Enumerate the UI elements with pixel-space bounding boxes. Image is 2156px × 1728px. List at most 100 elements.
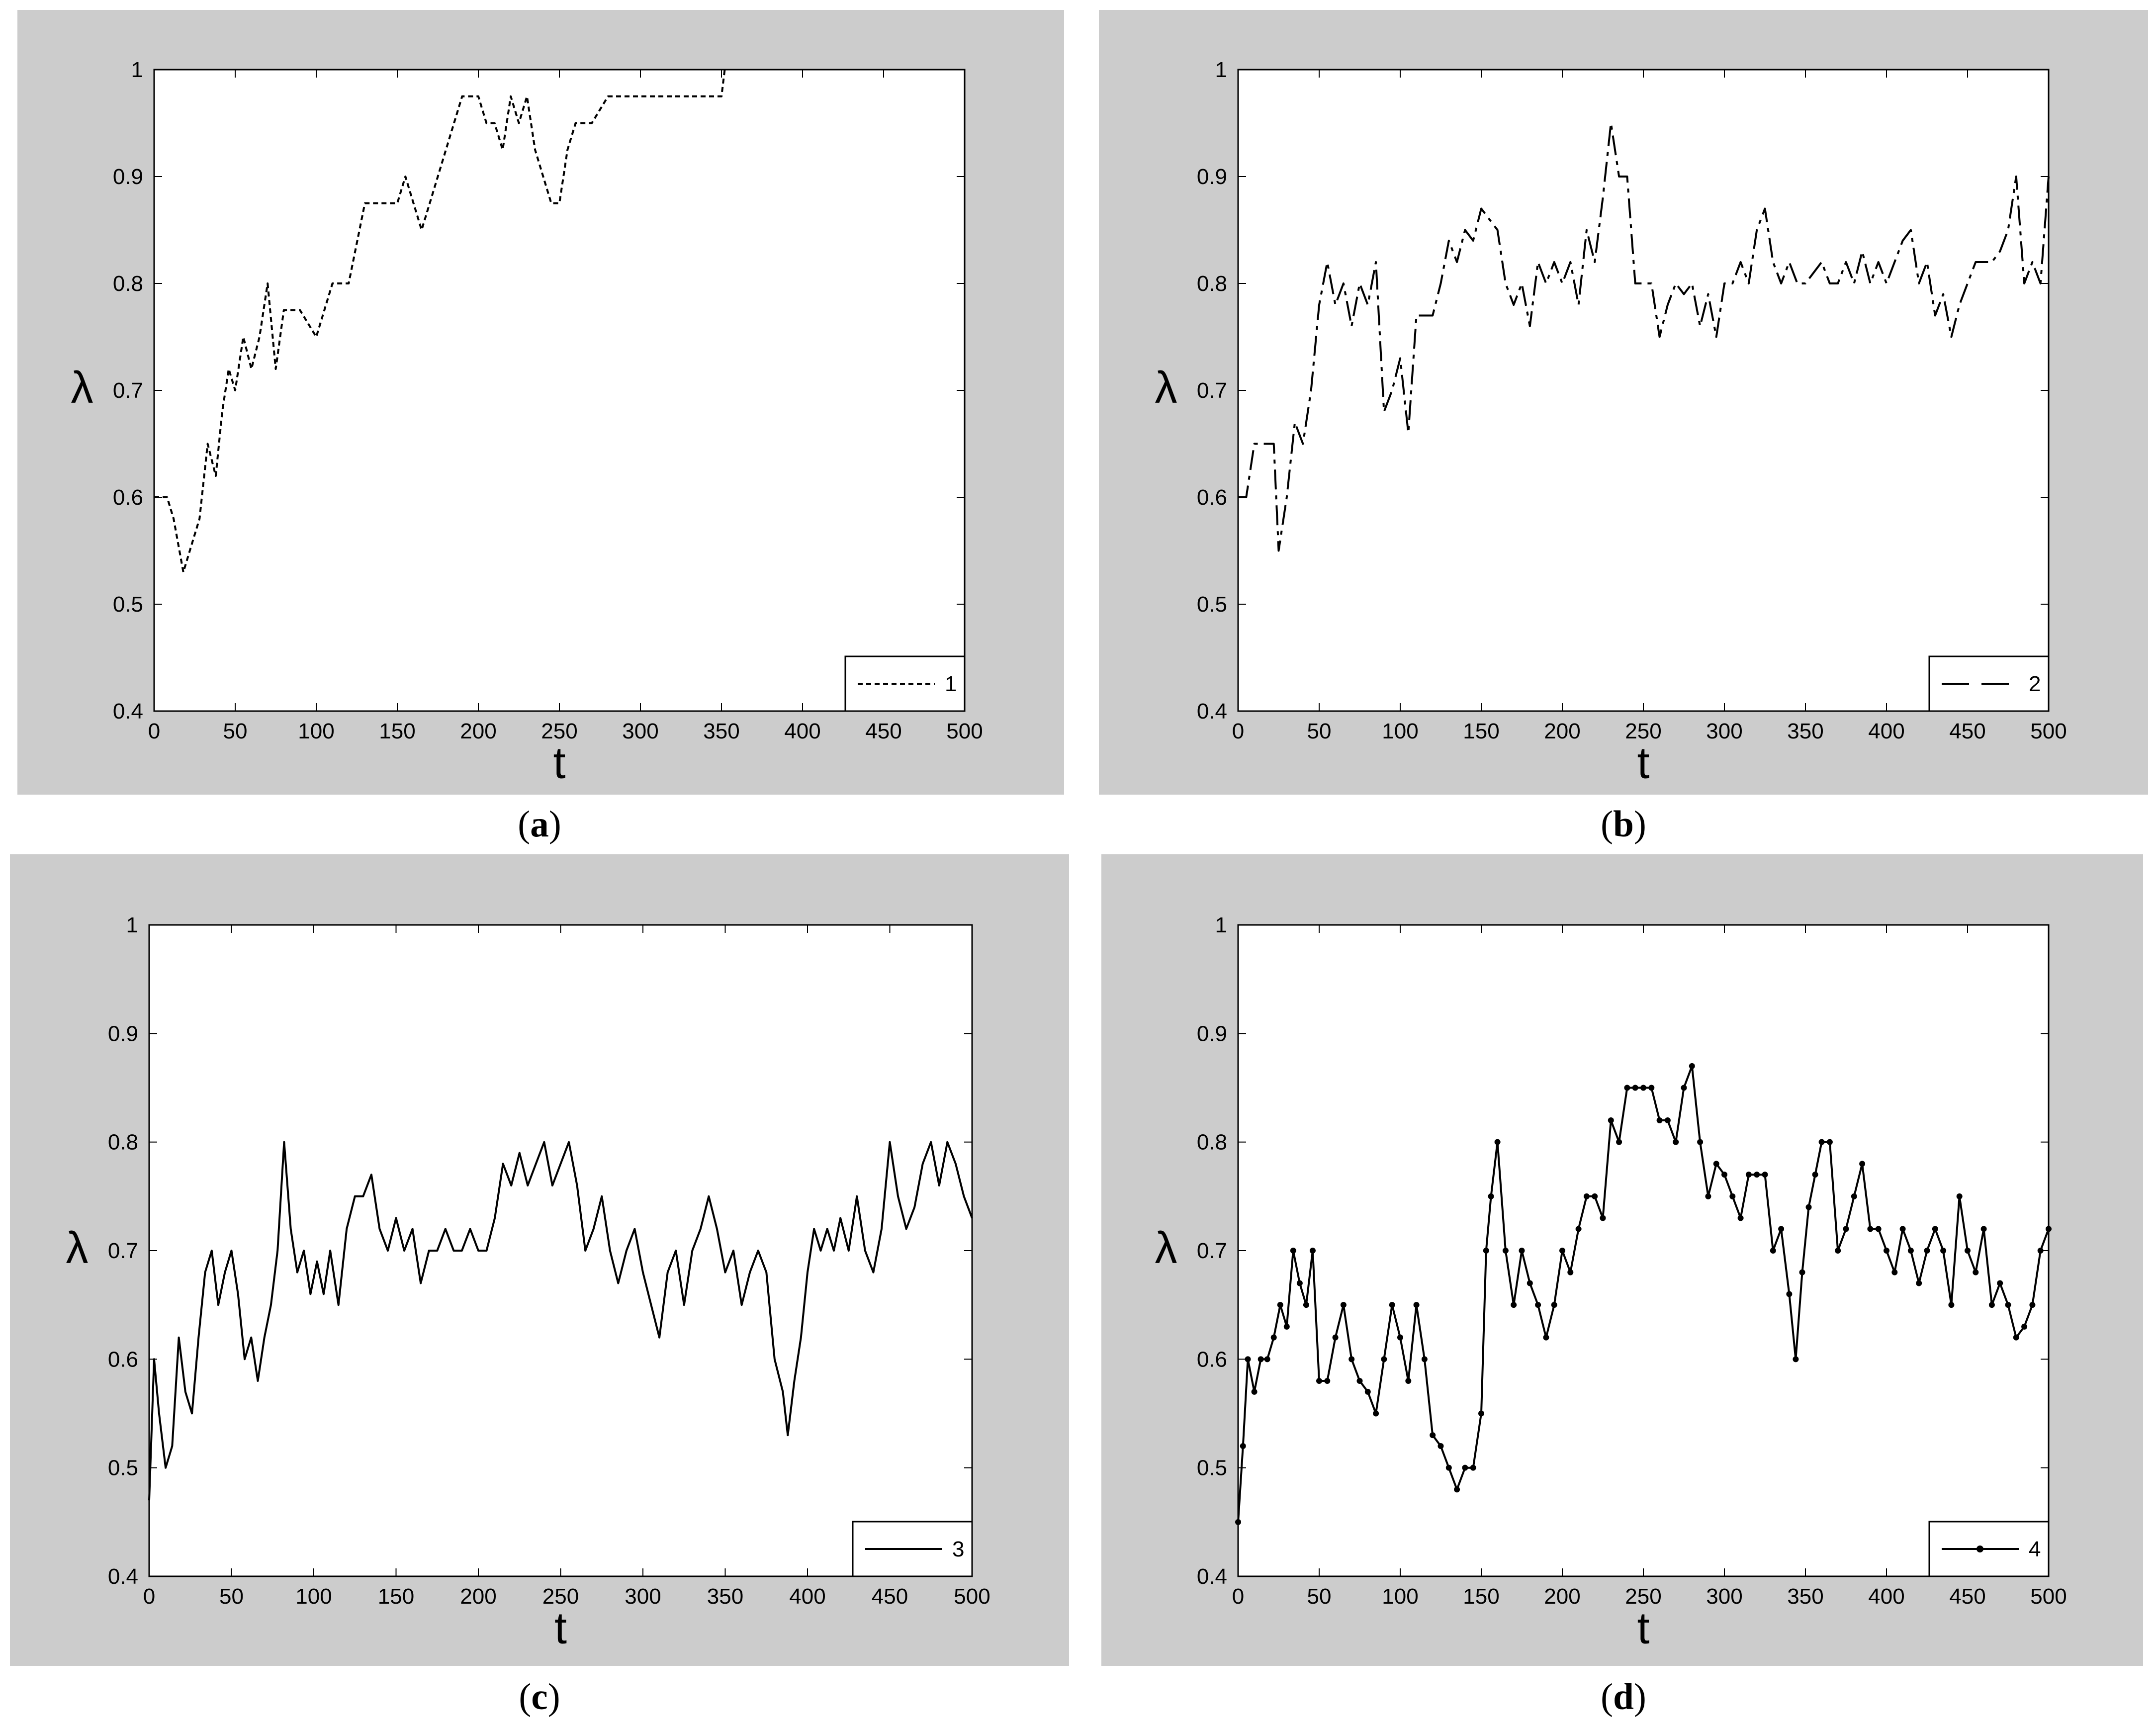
x-tick-label: 250 [1625,719,1661,743]
series-marker [1793,1356,1799,1363]
series-marker [1729,1193,1736,1199]
x-tick-label: 400 [1868,1584,1904,1609]
legend: 1 [844,655,966,712]
series-marker [1826,1139,1833,1145]
series-marker [1462,1464,1468,1471]
legend: 4 [1928,1521,2050,1577]
series-marker [1290,1248,1296,1254]
series-marker [1624,1085,1630,1091]
series-marker [1454,1486,1460,1493]
x-tick-label: 100 [1382,1584,1418,1609]
series-marker [1559,1248,1565,1254]
legend-marker [1976,1546,1983,1552]
x-tick-label: 0 [143,1584,155,1609]
series-marker [1240,1443,1246,1449]
series-marker [1988,1302,1995,1308]
series-marker [1608,1117,1614,1123]
series-marker [1818,1139,1825,1145]
series-marker [1673,1139,1679,1145]
series-marker [1891,1269,1898,1275]
series-marker [1348,1356,1355,1363]
y-tick-label: 0.8 [1197,1130,1227,1155]
y-tick-label: 0.7 [113,378,143,403]
series-marker [1835,1248,1841,1254]
plot-area [1237,69,2050,712]
series-marker [1689,1063,1695,1069]
legend-label: 3 [952,1537,964,1561]
series-marker [1916,1280,1922,1286]
series-marker [2013,1334,2019,1341]
y-tick-label: 1 [131,58,143,82]
series-marker [1373,1410,1379,1417]
series-marker [1799,1269,1805,1275]
series-marker [1316,1378,1322,1384]
x-tick-label: 500 [2030,1584,2066,1609]
series-marker [1543,1334,1549,1341]
series-marker [1309,1248,1316,1254]
x-tick-label: 200 [1544,719,1580,743]
y-tick-label: 0.4 [1197,1564,1227,1589]
series-marker [1437,1443,1444,1449]
series-marker [1932,1226,1938,1232]
x-tick-label: 350 [707,1584,743,1609]
legend-label: 1 [945,672,957,696]
x-tick-label: 450 [865,719,901,743]
series-marker [1332,1334,1339,1341]
series-marker [1859,1161,1866,1167]
series-marker [1283,1323,1290,1330]
series-marker [2029,1302,2036,1308]
series-marker [1924,1248,1930,1254]
y-tick-label: 0.5 [1197,592,1227,617]
chart-panel-a: 0 50 100 150 200 250 300 350 400 450 500 0.4 0.5 0.6 0… [17,10,1064,795]
legend: 2 [1928,655,2050,712]
x-tick-label: 0 [148,719,160,743]
series-marker [1592,1193,1598,1199]
y-tick-label: 0.9 [108,1021,138,1046]
x-tick-label: 300 [625,1584,661,1609]
x-tick-label: 150 [1463,1584,1499,1609]
series-marker [1997,1280,2003,1286]
y-tick-label: 0.9 [113,165,143,189]
x-tick-label: 350 [703,719,739,743]
series-marker [1778,1226,1785,1232]
x-tick-label: 500 [2030,719,2066,743]
series-marker [1445,1464,1452,1471]
x-axis-label: t [1637,1604,1649,1653]
y-axis-label: λ [71,363,93,413]
series-marker [1405,1378,1412,1384]
chart-svg: 0 50 100 150 200 250 300 350 400 450 500 0.4 0.5 0.6 0… [17,10,1064,795]
series-marker [1270,1334,1277,1341]
series-marker [1235,1519,1241,1525]
series-marker [1551,1302,1557,1308]
x-tick-label: 400 [1868,719,1904,743]
series-marker [1956,1193,1963,1199]
y-tick-label: 0.5 [1197,1456,1227,1480]
series-marker [1258,1356,1264,1363]
y-tick-label: 0.6 [1197,1347,1227,1371]
series-marker [1754,1172,1760,1178]
x-tick-label: 300 [622,719,658,743]
series-marker [1786,1291,1793,1297]
series-line-4 [1237,1065,2050,1522]
series-marker [1488,1193,1494,1199]
x-tick-label: 150 [379,719,415,743]
y-tick-label: 0.5 [113,592,143,617]
caption-c: (c) [519,1676,560,1718]
x-tick-label: 50 [1307,719,1332,743]
series-marker [1980,1226,1987,1232]
series-marker [1721,1172,1727,1178]
series-marker [1527,1280,1533,1286]
x-tick-label: 100 [298,719,334,743]
y-tick-label: 0.8 [113,272,143,296]
series-marker [1705,1193,1711,1199]
x-tick-label: 50 [223,719,248,743]
x-tick-label: 500 [946,719,983,743]
x-axis-label: t [1637,738,1649,788]
y-axis-label: λ [1155,363,1177,413]
y-axis-label: λ [1155,1223,1177,1273]
series-marker [1303,1302,1309,1308]
series-marker [1648,1085,1655,1091]
series-marker [1745,1172,1752,1178]
y-tick-label: 0.8 [108,1130,138,1155]
series-marker [1973,1269,1979,1275]
